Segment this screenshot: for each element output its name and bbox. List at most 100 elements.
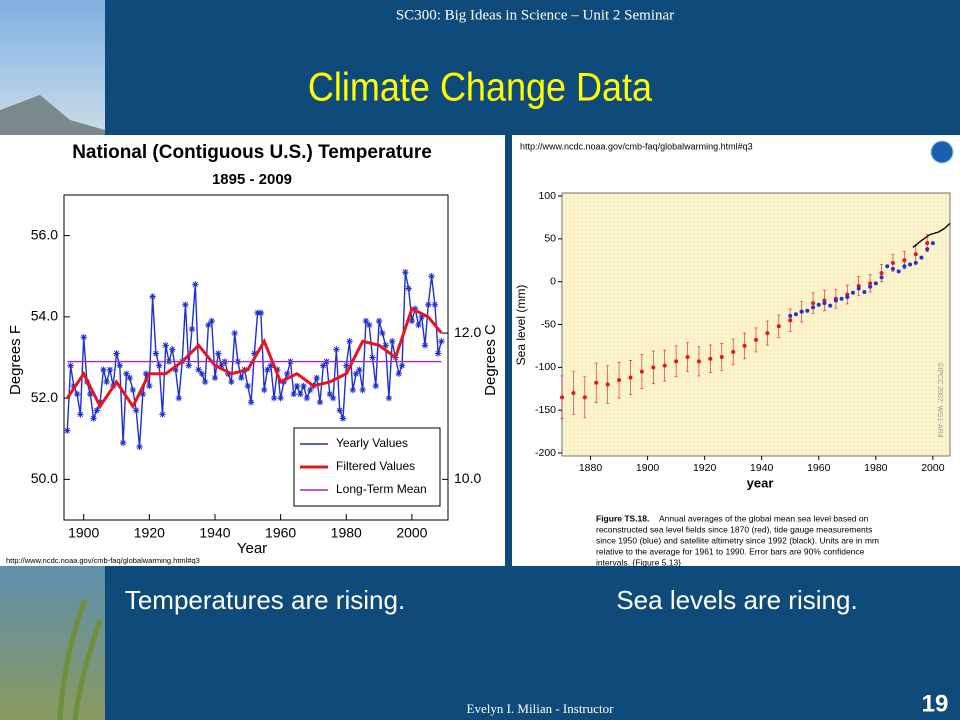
- data-point: [925, 247, 930, 252]
- asterisk-marker: [362, 317, 370, 325]
- x-tick-label: 2000: [396, 525, 427, 541]
- asterisk-marker: [93, 407, 101, 414]
- chart-title: National (Contiguous U.S.) Temperature: [72, 142, 432, 163]
- y-tick-label: -150: [535, 404, 556, 416]
- asterisk-marker: [155, 362, 163, 369]
- x-tick-label: 1900: [68, 525, 99, 541]
- data-point: [868, 281, 873, 286]
- asterisk-marker: [139, 390, 146, 398]
- asterisk-marker: [218, 362, 225, 369]
- asterisk-marker: [201, 378, 209, 386]
- data-point: [811, 305, 816, 310]
- header: SC300: Big Ideas in Science – Unit 2 Sem…: [396, 7, 674, 23]
- data-point: [788, 318, 793, 323]
- data-point: [674, 359, 679, 364]
- x-axis-label: year: [747, 475, 774, 490]
- data-point: [776, 324, 781, 329]
- data-point: [617, 378, 622, 383]
- asterisk-marker: [123, 370, 130, 377]
- asterisk-marker: [366, 321, 373, 329]
- data-point: [902, 264, 907, 269]
- asterisk-marker: [96, 398, 104, 406]
- footer: Evelyn I. Milian - Instructor: [467, 701, 615, 716]
- asterisk-marker: [274, 366, 281, 373]
- figure-caption: since 1950 (blue) and satellite altimetr…: [596, 535, 879, 545]
- data-point: [719, 355, 724, 360]
- asterisk-marker: [185, 362, 192, 369]
- asterisk-marker: [106, 366, 114, 373]
- asterisk-marker: [261, 386, 268, 394]
- asterisk-marker: [293, 382, 301, 390]
- data-point: [913, 252, 918, 257]
- data-point: [805, 308, 810, 313]
- plot-area: [561, 192, 951, 457]
- asterisk-marker: [172, 366, 179, 373]
- asterisk-marker: [300, 382, 307, 390]
- asterisk-marker: [326, 390, 334, 398]
- data-point: [925, 241, 930, 246]
- y2-tick-label: 12.0: [454, 324, 481, 340]
- x-tick-label: 1960: [265, 525, 296, 541]
- asterisk-marker: [208, 317, 215, 325]
- y-tick-label: 56.0: [31, 226, 58, 242]
- watermark: ©IPCC 2007: WG1-AR4: [936, 362, 944, 437]
- data-point: [582, 395, 587, 400]
- data-point: [833, 298, 838, 303]
- asterisk-marker: [333, 346, 340, 353]
- data-point: [754, 337, 758, 342]
- asterisk-marker: [192, 281, 199, 288]
- asterisk-marker: [306, 386, 314, 394]
- x-tick-label: 1960: [807, 462, 831, 474]
- x-tick-label: 1920: [134, 525, 165, 541]
- x-tick-label: 1880: [579, 462, 603, 474]
- source-url: http://www.ncdc.noaa.gov/cmb-faq/globalw…: [6, 556, 200, 565]
- data-point: [651, 365, 656, 370]
- x-tick-label: 1900: [636, 462, 660, 474]
- data-point: [765, 331, 770, 336]
- data-point: [862, 289, 867, 294]
- asterisk-marker: [142, 370, 150, 377]
- asterisk-marker: [297, 390, 304, 398]
- data-point: [885, 264, 890, 269]
- data-point: [879, 275, 884, 280]
- data-point: [799, 309, 804, 314]
- asterisk-marker: [116, 362, 123, 369]
- caption: Sea levels are rising.: [616, 585, 857, 615]
- data-point: [851, 290, 855, 295]
- chart-subtitle: 1895 - 2009: [212, 171, 292, 188]
- legend-label: Long-Term Mean: [336, 482, 427, 496]
- data-point: [839, 296, 844, 301]
- data-point: [594, 380, 599, 385]
- data-point: [811, 301, 816, 306]
- data-point: [816, 302, 821, 307]
- asterisk-marker: [352, 370, 360, 377]
- legend-label: Filtered Values: [336, 459, 415, 473]
- data-point: [605, 382, 610, 387]
- asterisk-marker: [257, 309, 265, 317]
- legend-label: Yearly Values: [336, 436, 408, 450]
- data-point: [930, 241, 935, 246]
- asterisk-marker: [238, 374, 245, 382]
- asterisk-marker: [316, 398, 324, 406]
- data-point: [873, 281, 878, 286]
- asterisk-marker: [303, 394, 311, 402]
- y-tick-label: -100: [535, 361, 556, 373]
- asterisk-marker: [438, 338, 445, 345]
- asterisk-marker: [434, 350, 442, 357]
- asterisk-marker: [251, 350, 258, 357]
- asterisk-marker: [264, 366, 271, 373]
- asterisk-marker: [169, 346, 176, 353]
- asterisk-marker: [375, 317, 383, 325]
- asterisk-marker: [195, 366, 202, 373]
- asterisk-marker: [100, 366, 107, 373]
- asterisk-marker: [254, 309, 261, 317]
- figure-caption: reconstructed sea level fields since 187…: [596, 524, 872, 534]
- data-point: [742, 343, 747, 348]
- data-point: [571, 391, 576, 396]
- x-axis-label: Year: [237, 540, 267, 557]
- asterisk-marker: [356, 366, 363, 373]
- asterisk-marker: [428, 273, 435, 280]
- data-point: [788, 313, 793, 318]
- asterisk-marker: [267, 362, 274, 369]
- asterisk-marker: [395, 370, 402, 377]
